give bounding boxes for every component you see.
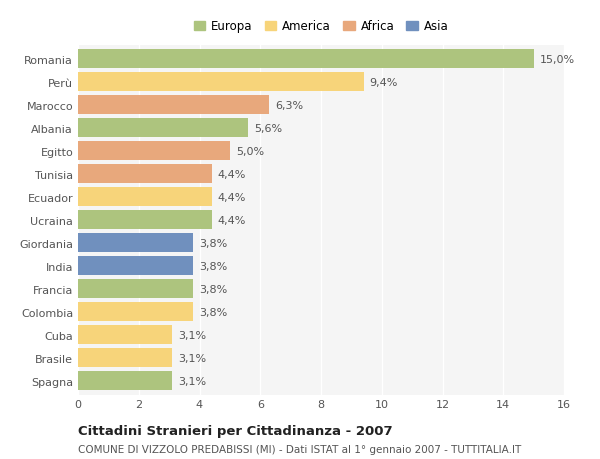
Bar [78, 257, 193, 275]
Bar [78, 349, 172, 367]
Bar [78, 372, 172, 390]
Text: 3,8%: 3,8% [199, 307, 228, 317]
Bar [78, 73, 364, 92]
Text: 3,8%: 3,8% [199, 261, 228, 271]
Bar [78, 142, 230, 161]
Bar [78, 326, 172, 344]
Bar [78, 234, 193, 252]
Text: COMUNE DI VIZZOLO PREDABISSI (MI) - Dati ISTAT al 1° gennaio 2007 - TUTTITALIA.I: COMUNE DI VIZZOLO PREDABISSI (MI) - Dati… [78, 444, 521, 454]
Text: 3,8%: 3,8% [199, 284, 228, 294]
Bar [78, 96, 269, 115]
Text: Cittadini Stranieri per Cittadinanza - 2007: Cittadini Stranieri per Cittadinanza - 2… [78, 425, 392, 437]
Bar [78, 119, 248, 138]
Text: 9,4%: 9,4% [370, 78, 398, 88]
Text: 15,0%: 15,0% [540, 55, 575, 65]
Text: 4,4%: 4,4% [218, 192, 246, 202]
Bar [78, 165, 212, 184]
Text: 5,0%: 5,0% [236, 146, 264, 157]
Text: 3,1%: 3,1% [178, 376, 206, 386]
Text: 3,8%: 3,8% [199, 238, 228, 248]
Text: 6,3%: 6,3% [275, 101, 304, 111]
Text: 4,4%: 4,4% [218, 169, 246, 179]
Text: 5,6%: 5,6% [254, 123, 282, 134]
Text: 3,1%: 3,1% [178, 330, 206, 340]
Text: 3,1%: 3,1% [178, 353, 206, 363]
Bar [78, 211, 212, 230]
Bar [78, 188, 212, 207]
Bar [78, 50, 533, 69]
Bar [78, 280, 193, 298]
Bar [78, 303, 193, 321]
Text: 4,4%: 4,4% [218, 215, 246, 225]
Legend: Europa, America, Africa, Asia: Europa, America, Africa, Asia [193, 20, 449, 34]
